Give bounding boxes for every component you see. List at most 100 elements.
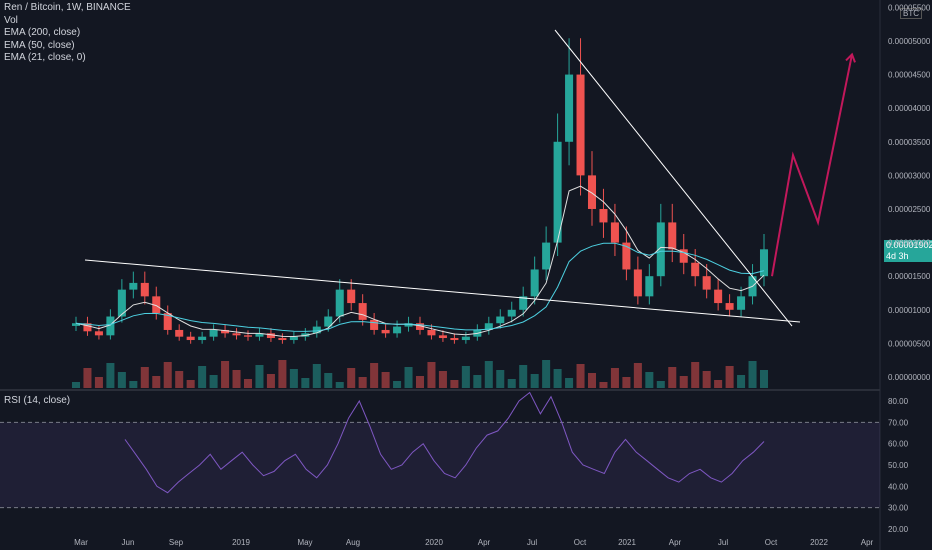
price-tick-label: 0.00001500 (888, 272, 931, 281)
ema50-line (75, 242, 765, 332)
candle-body (289, 336, 298, 341)
rsi-line (124, 391, 765, 494)
candle-body (312, 326, 321, 334)
candle-body (519, 296, 528, 310)
legend-ema50: EMA (50, close) (4, 39, 75, 51)
time-tick-label: Apr (861, 538, 874, 547)
unit-label: BTC (900, 8, 922, 19)
candle-body (622, 242, 631, 270)
price-tick-label: 0.00000500 (888, 339, 931, 348)
volume-bar (656, 381, 665, 388)
projection-arrow (771, 54, 853, 277)
volume-bar (702, 371, 711, 388)
volume-bar (461, 366, 470, 388)
volume-bar (714, 380, 723, 388)
time-tick-label: Mar (74, 538, 88, 547)
volume-bar (140, 367, 149, 388)
candle-body (450, 338, 459, 341)
candle-body (198, 336, 207, 341)
volume-bar (381, 372, 390, 388)
candle-body (129, 282, 138, 290)
legend-ema21: EMA (21, close, 0) (4, 52, 86, 64)
chart-legend: Ren / Bitcoin, 1W, BINANCE Vol EMA (200,… (4, 2, 131, 65)
volume-bar (152, 376, 161, 388)
volume-bar (106, 363, 115, 388)
volume-bar (209, 375, 218, 388)
descending-support-line (84, 259, 801, 323)
candle-body (163, 313, 172, 330)
candle-body (691, 262, 700, 277)
candle-body (599, 208, 608, 223)
rsi-tick-label: 30.00 (888, 504, 909, 513)
volume-bar (94, 377, 103, 388)
candle-body (737, 296, 746, 310)
candle-body (725, 303, 734, 310)
candle-body (679, 249, 688, 263)
volume-bar (725, 366, 734, 388)
time-tick-label: 2020 (425, 538, 443, 547)
volume-bar (576, 364, 585, 388)
candle-body (278, 338, 287, 341)
projection-arrowhead (845, 52, 856, 63)
rsi-legend: RSI (14, close) (4, 395, 71, 406)
candle-body (461, 336, 470, 341)
candle-body (186, 336, 195, 341)
price-tick-label: 0.00001000 (888, 306, 931, 315)
candle-body (209, 329, 218, 337)
candle-body (221, 329, 230, 334)
bar-countdown: 4d 3h (886, 251, 909, 261)
volume-bar (370, 363, 379, 388)
candle-body (645, 276, 654, 297)
candle-body (83, 323, 92, 332)
candle-body (381, 329, 390, 334)
volume-bar (186, 380, 195, 388)
volume-bar (255, 365, 264, 388)
volume-bar (668, 367, 677, 388)
time-tick-label: 2021 (618, 538, 636, 547)
rsi-tick-label: 20.00 (888, 525, 909, 534)
time-tick-label: Aug (346, 538, 360, 547)
candle-body (347, 289, 356, 304)
candle-body (484, 323, 493, 330)
time-tick-label: Oct (574, 538, 587, 547)
volume-bar (473, 375, 482, 388)
rsi-tick-label: 40.00 (888, 482, 909, 491)
candle-body (140, 282, 149, 297)
volume-bar (484, 361, 493, 388)
volume-bar (221, 361, 230, 388)
volume-bar (542, 360, 551, 388)
volume-bar (645, 372, 654, 388)
volume-bar (163, 362, 172, 388)
legend-title: Ren / Bitcoin, 1W, BINANCE (4, 2, 131, 13)
volume-bar (427, 362, 436, 388)
candle-body (175, 329, 184, 337)
candle-body (668, 222, 677, 250)
legend-ema200: EMA (200, close) (4, 27, 81, 39)
volume-bar (175, 371, 184, 388)
legend-vol: Vol (4, 14, 18, 26)
volume-bar (565, 378, 574, 388)
candle-body (152, 296, 161, 314)
rsi-tick-label: 50.00 (888, 461, 909, 470)
volume-bar (347, 368, 356, 388)
volume-bar (278, 360, 287, 388)
volume-bar (599, 382, 608, 388)
candle-body (358, 303, 367, 320)
volume-bar (415, 376, 425, 388)
candle-body (530, 269, 539, 297)
candle-body (415, 323, 425, 330)
volume-bar (759, 370, 769, 388)
candle-body (243, 335, 253, 337)
volume-bar (553, 369, 562, 388)
time-tick-label: Oct (765, 538, 778, 547)
candle-body (610, 222, 619, 243)
volume-bar (748, 361, 757, 388)
volume-bar (438, 371, 447, 388)
candle-body (496, 316, 505, 324)
candle-body (542, 242, 551, 270)
price-tick-label: 0.00005000 (888, 37, 931, 46)
volume-bar (691, 362, 700, 388)
volume-bar (289, 369, 298, 388)
volume-bar (496, 370, 505, 388)
